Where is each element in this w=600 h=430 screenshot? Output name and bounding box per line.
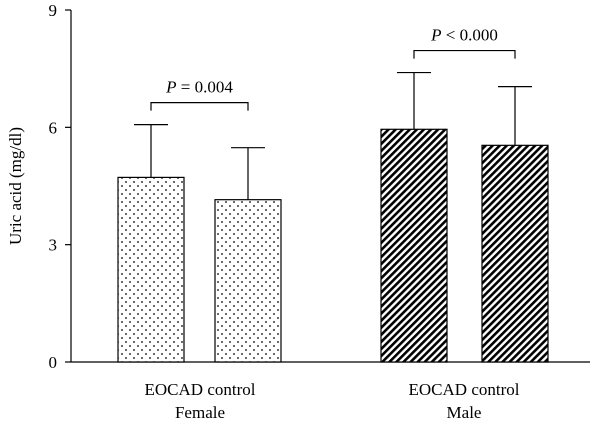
bar-eocad xyxy=(117,176,185,363)
y-tick-label: 0 xyxy=(49,353,58,372)
x-labels: EOCAD control Female EOCAD control Male xyxy=(145,380,520,422)
significance-brackets: P = 0.004 P < 0.000 xyxy=(150,26,516,111)
y-ticks: 0 3 6 9 xyxy=(49,1,71,372)
significance-label: P = 0.004 xyxy=(165,78,233,97)
bar-eocad xyxy=(380,128,448,363)
y-tick-label: 9 xyxy=(49,1,58,20)
group-label: Female xyxy=(175,403,225,422)
error-bars xyxy=(134,71,532,200)
bar-control xyxy=(214,199,282,363)
group-label: Male xyxy=(447,403,482,422)
significance-bracket xyxy=(413,49,516,59)
significance-bracket xyxy=(150,101,249,111)
significance-label: P < 0.000 xyxy=(430,26,498,45)
bar-labels-line: EOCAD control xyxy=(145,380,256,399)
y-axis-title: Uric acid (mg/dl) xyxy=(6,127,25,245)
y-tick-label: 3 xyxy=(49,236,58,255)
bar-control xyxy=(481,144,549,363)
bars xyxy=(117,128,549,363)
bar-labels-line: EOCAD control xyxy=(409,380,520,399)
y-tick-label: 6 xyxy=(49,118,58,137)
